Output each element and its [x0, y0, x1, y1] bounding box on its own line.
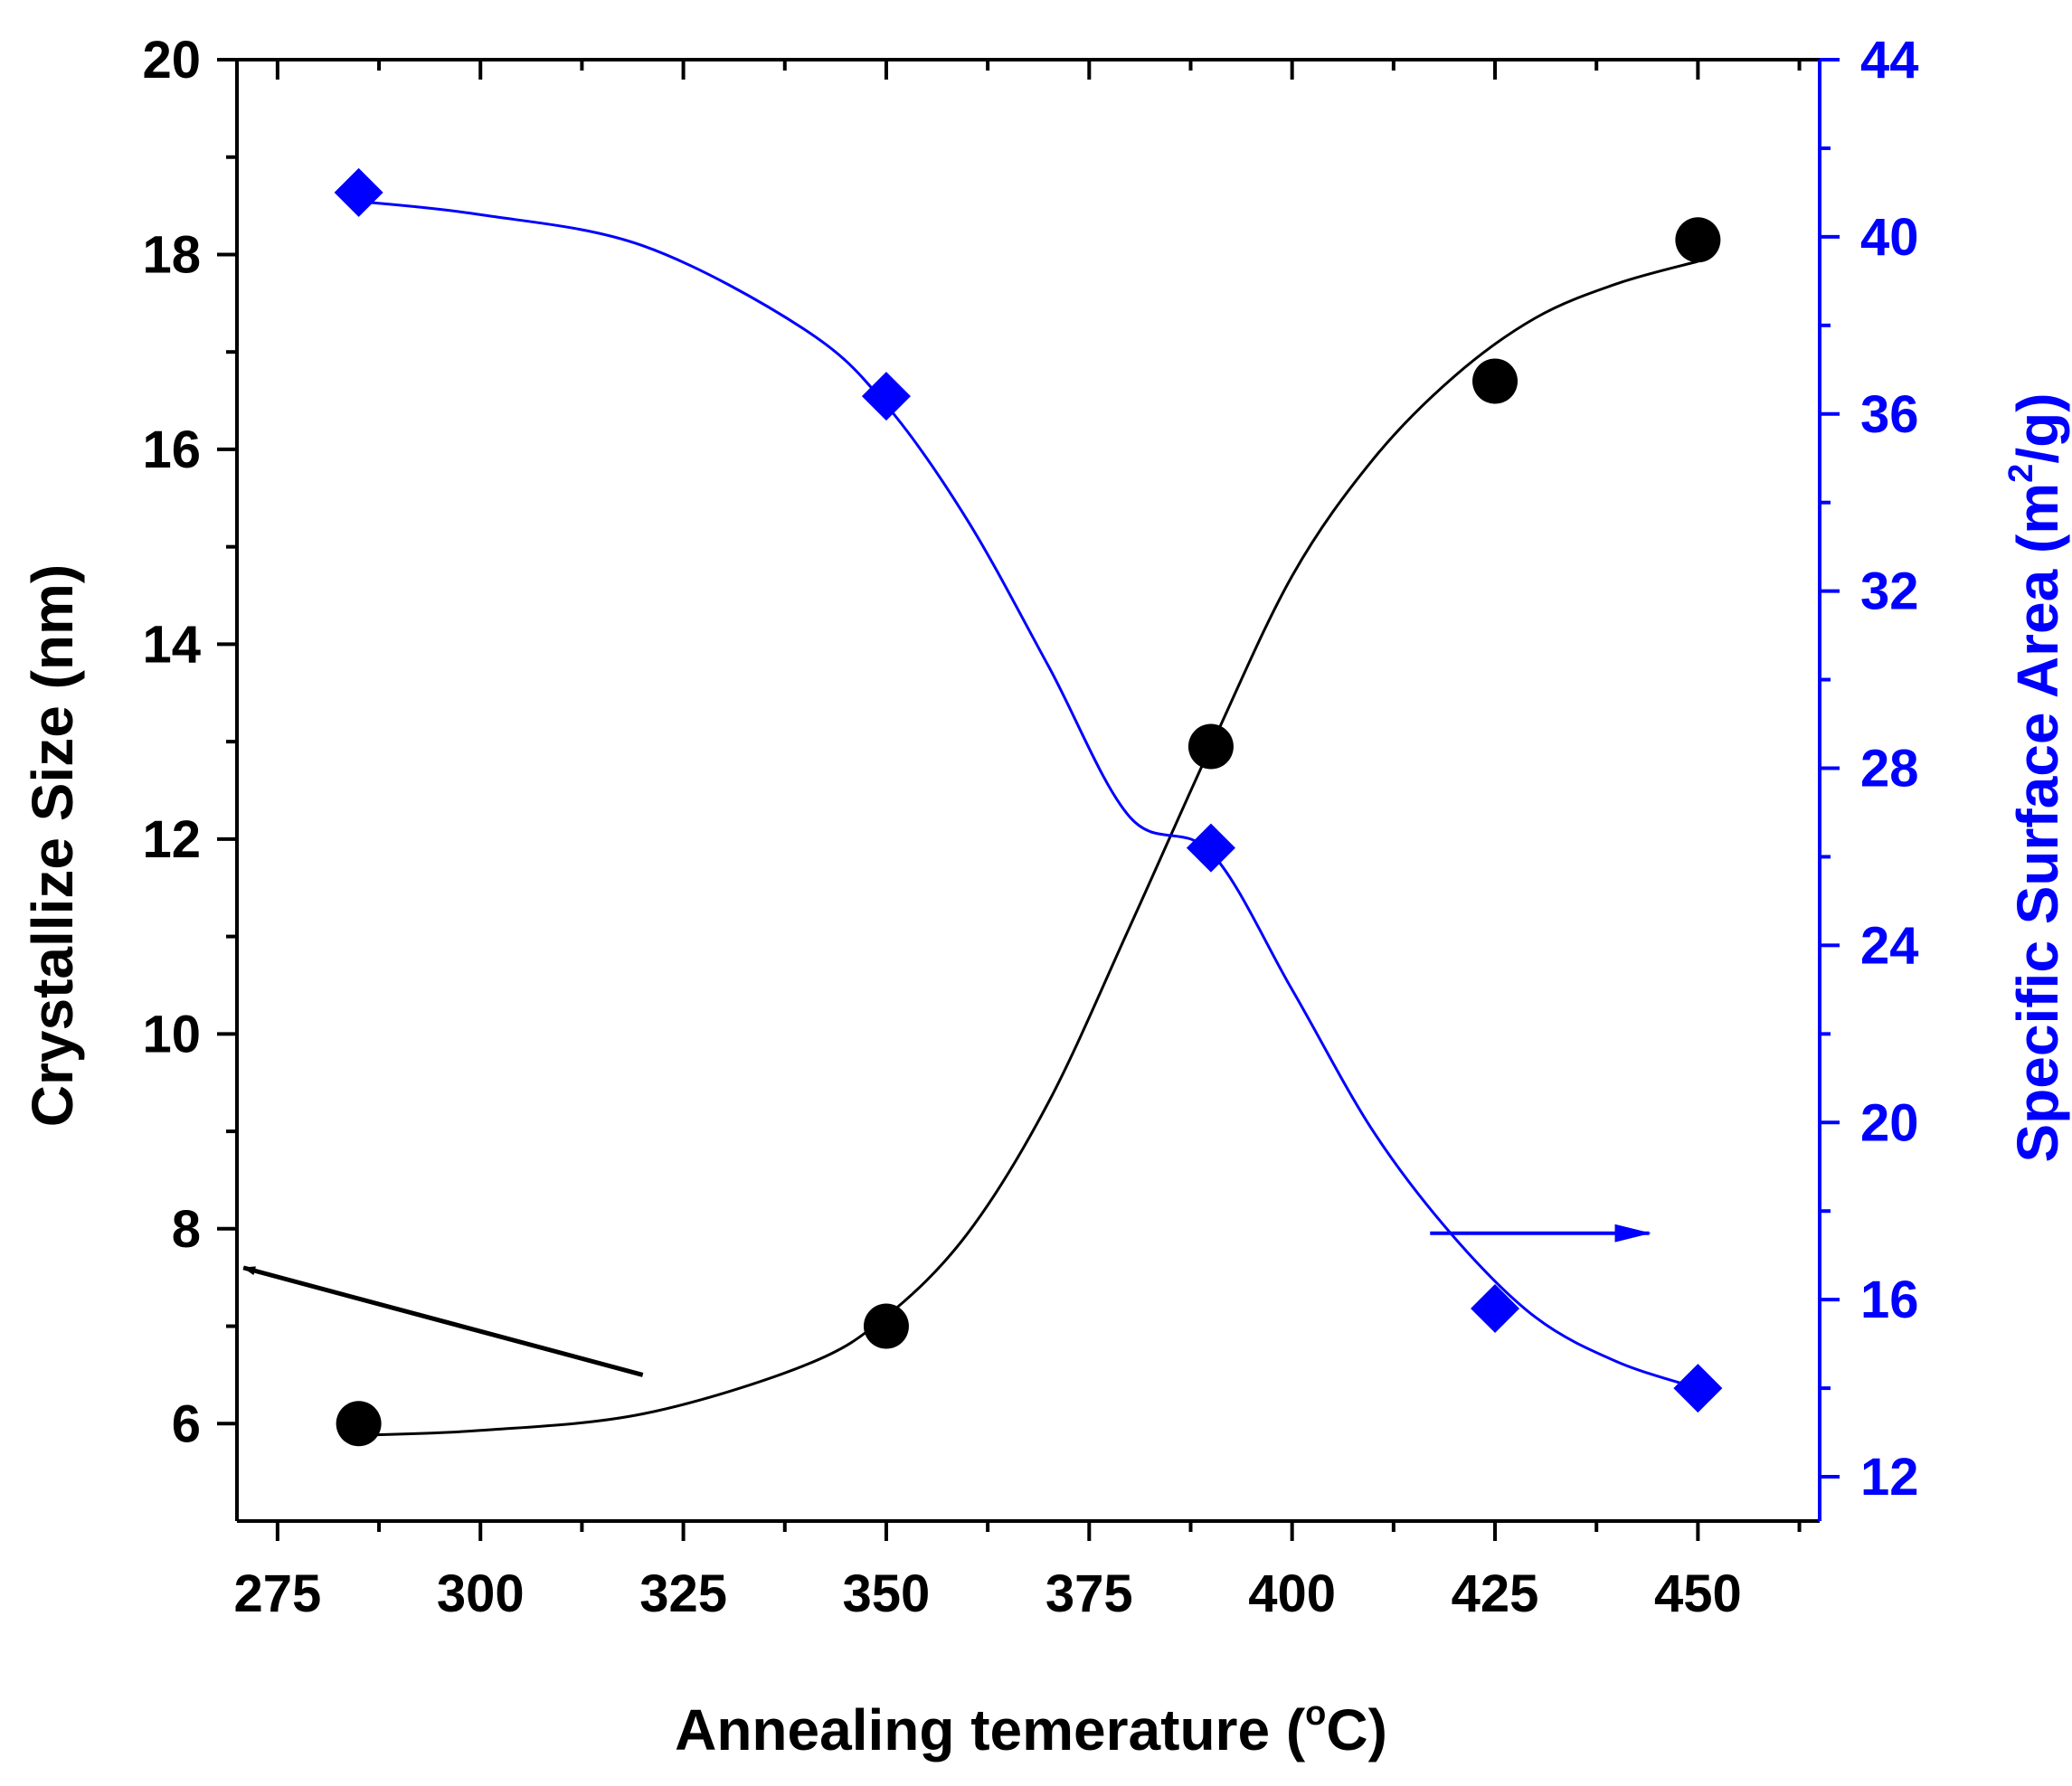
tick-marks: [217, 58, 1840, 1541]
tick-labels: 275 300 325 350 375 400 425 450 6 8 10 12 14 16 18 20 12…: [142, 31, 1918, 1623]
surface-area-markers: [334, 167, 1723, 1413]
crystallize-size-point: [1187, 723, 1234, 770]
axes: [235, 58, 1821, 1523]
crystallize-size-point: [336, 1401, 382, 1447]
surface-area-point: [334, 167, 383, 217]
y-left-tick-label: 6: [172, 1394, 201, 1453]
left-axis-arrow: [242, 1265, 644, 1377]
crystallize-size-point: [1675, 217, 1721, 263]
y-axis-right-title: Specific Surface Area (m2/g): [2002, 392, 2070, 1162]
x-tick-label: 350: [843, 1564, 931, 1623]
y-right-tick-label: 40: [1860, 208, 1919, 267]
y-axis-left-title: Crystallize Size (nm): [20, 564, 85, 1127]
x-axis-title: Annealing temerature (oC): [675, 1695, 1387, 1762]
y-left-tick-label: 14: [142, 615, 201, 674]
surface-area-point: [861, 372, 911, 421]
y-right-tick-label: 36: [1860, 385, 1919, 444]
surface-area-fit-curve: [358, 200, 1698, 1390]
y-right-tick-label: 16: [1860, 1271, 1919, 1329]
surface-area-point: [1673, 1364, 1723, 1413]
y-left-tick-label: 10: [142, 1005, 201, 1063]
x-tick-label: 325: [639, 1564, 727, 1623]
y-right-tick-label: 12: [1860, 1448, 1919, 1507]
x-tick-label: 450: [1654, 1564, 1742, 1623]
y-right-tick-label: 24: [1860, 916, 1919, 975]
y-left-tick-label: 8: [172, 1200, 201, 1259]
y-left-tick-label: 12: [142, 810, 201, 869]
y-right-tick-label: 20: [1860, 1093, 1919, 1152]
crystallize-size-fit-curve: [358, 260, 1698, 1437]
x-tick-label: 275: [233, 1564, 321, 1623]
y-right-tick-label: 44: [1860, 31, 1919, 90]
crystallize-size-point: [1472, 358, 1519, 404]
crystallize-size-point: [863, 1303, 909, 1349]
x-tick-label: 400: [1248, 1564, 1336, 1623]
surface-area-point: [1471, 1283, 1520, 1333]
y-left-tick-label: 20: [142, 31, 201, 90]
x-tick-label: 300: [437, 1564, 525, 1623]
y-left-tick-label: 16: [142, 421, 201, 479]
x-tick-label: 375: [1045, 1564, 1133, 1623]
surface-area-point: [1186, 823, 1235, 873]
y-right-tick-label: 28: [1860, 740, 1919, 799]
y-right-tick-label: 32: [1860, 562, 1919, 621]
x-tick-label: 425: [1452, 1564, 1539, 1623]
crystallize-size-markers: [336, 217, 1721, 1447]
y-left-tick-label: 18: [142, 225, 201, 284]
